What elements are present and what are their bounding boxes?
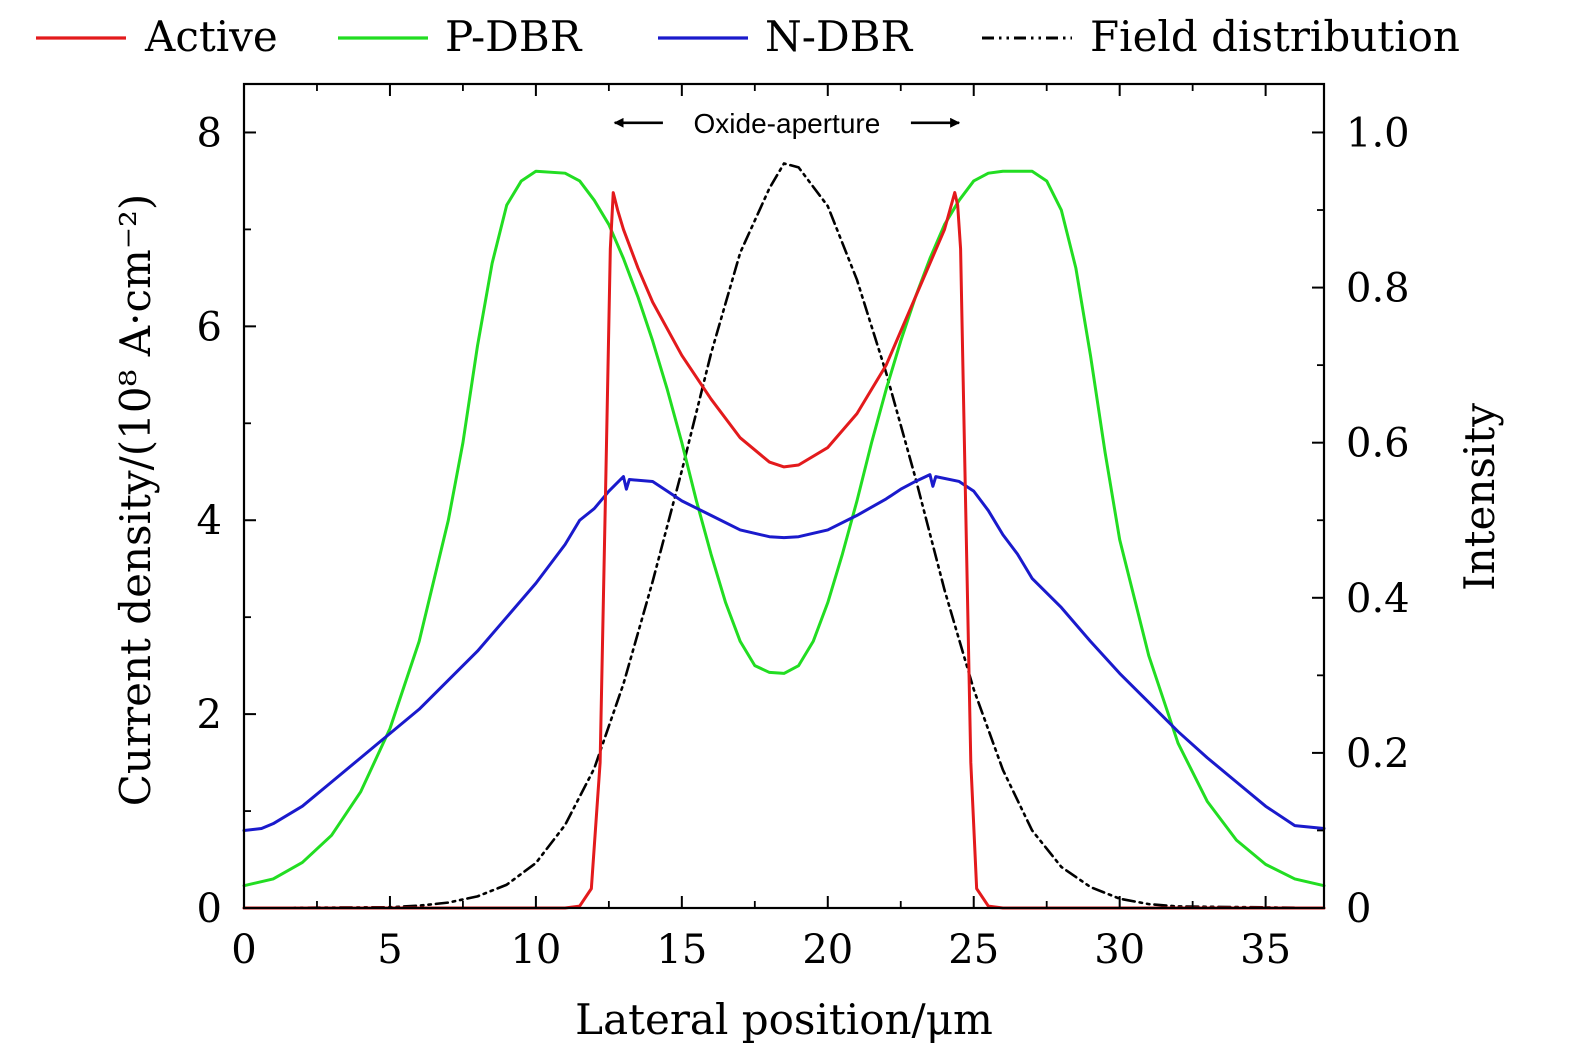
x-tick-label: 0 bbox=[231, 927, 256, 973]
y-tick-label: 6 bbox=[197, 304, 222, 350]
y-tick-label: 8 bbox=[197, 110, 222, 156]
y-axis-title: Current density/(10⁸ A·cm⁻²) bbox=[111, 194, 160, 806]
x-axis-title: Lateral position/μm bbox=[575, 995, 993, 1044]
legend-label-field-distribution: Field distribution bbox=[1090, 12, 1460, 61]
legend-item-field-distribution: Field distribution bbox=[982, 12, 1460, 61]
series-layer bbox=[242, 162, 1326, 910]
series-line-active bbox=[242, 191, 1326, 910]
y2-axis-title: Intensity bbox=[1455, 403, 1504, 591]
legend-label-active: Active bbox=[144, 12, 278, 61]
y2-tick-label: 1.0 bbox=[1346, 110, 1410, 156]
plot-frame bbox=[242, 82, 1326, 910]
series-line-p-dbr bbox=[242, 169, 1326, 888]
ticks-layer: 0 5 10 15 20 25 30 35 0 2 4 6 8 0 0.2 0.4 0.6 0.8 1.0 bbox=[197, 84, 1410, 973]
oxide-aperture-label: Oxide-aperture bbox=[694, 108, 881, 139]
y2-tick-label: 0.6 bbox=[1346, 421, 1410, 467]
y2-tick-label: 0.4 bbox=[1346, 576, 1410, 622]
y-tick-label: 2 bbox=[197, 692, 222, 738]
legend: Active P-DBR N-DBR Field distribution bbox=[36, 12, 1460, 61]
y2-tick-label: 0 bbox=[1346, 886, 1371, 932]
x-tick-label: 10 bbox=[510, 927, 561, 973]
x-tick-label: 5 bbox=[377, 927, 402, 973]
legend-label-n-dbr: N-DBR bbox=[765, 12, 913, 61]
legend-item-n-dbr: N-DBR bbox=[658, 12, 913, 61]
x-tick-label: 15 bbox=[656, 927, 707, 973]
x-tick-label: 20 bbox=[802, 927, 853, 973]
x-tick-label: 30 bbox=[1094, 927, 1145, 973]
legend-item-active: Active bbox=[36, 12, 278, 61]
y-tick-label: 4 bbox=[197, 498, 222, 544]
x-tick-label: 25 bbox=[948, 927, 999, 973]
oxide-aperture-annotation: Oxide-aperture bbox=[613, 108, 961, 139]
series-line-n-dbr bbox=[242, 473, 1326, 832]
series-line-field-distribution bbox=[242, 162, 1326, 910]
x-tick-label: 35 bbox=[1240, 927, 1291, 973]
y2-tick-label: 0.2 bbox=[1346, 731, 1410, 777]
legend-label-p-dbr: P-DBR bbox=[445, 12, 583, 61]
y-tick-label: 0 bbox=[197, 886, 222, 932]
y2-tick-label: 0.8 bbox=[1346, 266, 1410, 312]
legend-item-p-dbr: P-DBR bbox=[338, 12, 583, 61]
